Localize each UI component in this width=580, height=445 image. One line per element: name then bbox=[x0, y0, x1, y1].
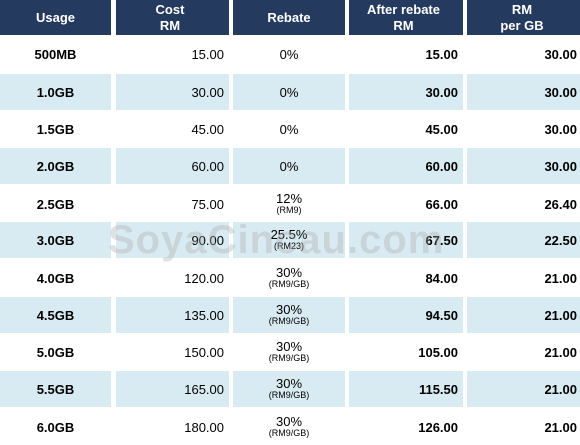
rm-per-gb-cell: 30.00 bbox=[467, 148, 580, 184]
cost-cell: 135.00 bbox=[116, 297, 229, 333]
after-rebate-cell: 84.00 bbox=[425, 270, 458, 286]
rebate-note: (RM9/GB) bbox=[268, 428, 310, 438]
table-row: 3.0GB 90.00 25.5% (RM23) 67.50 22.50 bbox=[0, 222, 580, 258]
header-after-rebate: After rebate RM bbox=[349, 0, 463, 35]
rebate-percent: 0% bbox=[279, 121, 299, 137]
rebate-percent: 30% bbox=[275, 339, 303, 354]
rm-per-gb-cell: 21.00 bbox=[544, 270, 577, 286]
cost-cell: 120.00 bbox=[184, 270, 224, 286]
rebate-cell: 12% (RM9) bbox=[233, 186, 345, 222]
rebate-cell: 30% (RM9/GB) bbox=[233, 297, 345, 333]
header-usage-label: Usage bbox=[35, 9, 76, 25]
rebate-cell: 25.5% (RM23) bbox=[233, 222, 345, 258]
cost-cell: 45.00 bbox=[191, 121, 224, 137]
table-row: 5.0GB 150.00 30% (RM9/GB) 105.00 21.00 bbox=[0, 334, 580, 370]
after-rebate-cell: 115.50 bbox=[349, 371, 463, 407]
rebate-cell: 0% bbox=[233, 74, 345, 110]
table-row: 1.0GB 30.00 0% 30.00 30.00 bbox=[0, 74, 580, 110]
table-row: 500MB 15.00 0% 15.00 30.00 bbox=[0, 36, 580, 72]
header-cost: Cost RM bbox=[116, 0, 229, 35]
rebate-percent: 25.5% bbox=[270, 227, 308, 242]
rebate-percent: 12% bbox=[275, 191, 303, 206]
cost-cell: 180.00 bbox=[184, 419, 224, 435]
after-rebate-cell: 15.00 bbox=[425, 46, 458, 62]
table-row: 4.5GB 135.00 30% (RM9/GB) 94.50 21.00 bbox=[0, 297, 580, 333]
header-rm-per-gb: RM per GB bbox=[467, 0, 580, 35]
rebate-note: (RM9/GB) bbox=[268, 279, 310, 289]
rm-per-gb-cell: 21.00 bbox=[544, 344, 577, 360]
table-row: 5.5GB 165.00 30% (RM9/GB) 115.50 21.00 bbox=[0, 371, 580, 407]
rm-per-gb-cell: 22.50 bbox=[467, 222, 580, 258]
after-rebate-cell: 105.00 bbox=[418, 344, 458, 360]
cost-cell: 75.00 bbox=[191, 196, 224, 212]
rebate-note: (RM9) bbox=[276, 205, 302, 215]
rebate-note: (RM9/GB) bbox=[268, 316, 310, 326]
rebate-note: (RM9/GB) bbox=[268, 390, 310, 400]
rebate-percent: 30% bbox=[275, 302, 303, 317]
after-rebate-cell: 60.00 bbox=[349, 148, 463, 184]
rebate-cell: 0% bbox=[233, 111, 345, 147]
rm-per-gb-cell: 26.40 bbox=[544, 196, 577, 212]
usage-cell: 2.0GB bbox=[0, 148, 111, 184]
after-rebate-cell: 30.00 bbox=[349, 74, 463, 110]
table-row: 1.5GB 45.00 0% 45.00 30.00 bbox=[0, 111, 580, 147]
usage-cell: 5.0GB bbox=[36, 344, 75, 360]
usage-cell: 1.0GB bbox=[0, 74, 111, 110]
header-after-label: After rebate bbox=[367, 1, 440, 17]
rebate-percent: 0% bbox=[279, 84, 299, 100]
header-rebate-label: Rebate bbox=[267, 9, 311, 25]
cost-cell: 15.00 bbox=[191, 46, 224, 62]
rebate-percent: 30% bbox=[275, 265, 303, 280]
cost-cell: 60.00 bbox=[116, 148, 229, 184]
cost-cell: 30.00 bbox=[116, 74, 229, 110]
rm-per-gb-cell: 30.00 bbox=[544, 46, 577, 62]
rm-per-gb-cell: 21.00 bbox=[544, 419, 577, 435]
rebate-percent: 30% bbox=[275, 414, 303, 429]
rebate-note: (RM23) bbox=[273, 241, 304, 251]
header-rebate: Rebate bbox=[233, 0, 345, 35]
usage-cell: 4.5GB bbox=[0, 297, 111, 333]
rebate-cell: 30% (RM9/GB) bbox=[233, 371, 345, 407]
rm-per-gb-cell: 21.00 bbox=[467, 297, 580, 333]
rebate-cell: 30% (RM9/GB) bbox=[233, 334, 345, 370]
usage-cell: 500MB bbox=[34, 46, 77, 62]
header-usage: Usage bbox=[0, 0, 111, 35]
rebate-note: (RM9/GB) bbox=[268, 353, 310, 363]
header-cost-unit: RM bbox=[159, 17, 181, 33]
usage-cell: 4.0GB bbox=[36, 270, 75, 286]
rebate-percent: 30% bbox=[275, 376, 303, 391]
table-row: 4.0GB 120.00 30% (RM9/GB) 84.00 21.00 bbox=[0, 260, 580, 296]
after-rebate-cell: 67.50 bbox=[349, 222, 463, 258]
after-rebate-cell: 66.00 bbox=[425, 196, 458, 212]
cost-cell: 150.00 bbox=[184, 344, 224, 360]
table-header: Usage Cost RM Rebate After rebate RM RM … bbox=[0, 0, 580, 35]
cost-cell: 165.00 bbox=[116, 371, 229, 407]
header-rmgb-label: RM bbox=[511, 1, 533, 17]
rebate-percent: 0% bbox=[279, 46, 299, 62]
rebate-cell: 30% (RM9/GB) bbox=[233, 260, 345, 296]
rebate-cell: 30% (RM9/GB) bbox=[233, 409, 345, 445]
header-rmgb-unit: per GB bbox=[500, 17, 544, 33]
usage-cell: 5.5GB bbox=[0, 371, 111, 407]
after-rebate-cell: 126.00 bbox=[418, 419, 458, 435]
header-after-unit: RM bbox=[393, 17, 414, 33]
table-row: 6.0GB 180.00 30% (RM9/GB) 126.00 21.00 bbox=[0, 409, 580, 445]
usage-cell: 1.5GB bbox=[36, 121, 75, 137]
after-rebate-cell: 94.50 bbox=[349, 297, 463, 333]
rebate-cell: 0% bbox=[233, 36, 345, 72]
usage-cell: 2.5GB bbox=[36, 196, 75, 212]
rebate-cell: 0% bbox=[233, 148, 345, 184]
rebate-percent: 0% bbox=[279, 158, 299, 174]
table-row: 2.5GB 75.00 12% (RM9) 66.00 26.40 bbox=[0, 186, 580, 222]
header-cost-label: Cost bbox=[155, 1, 185, 17]
after-rebate-cell: 45.00 bbox=[425, 121, 458, 137]
rm-per-gb-cell: 30.00 bbox=[544, 121, 577, 137]
usage-cell: 6.0GB bbox=[36, 419, 75, 435]
usage-cell: 3.0GB bbox=[0, 222, 111, 258]
table-row: 2.0GB 60.00 0% 60.00 30.00 bbox=[0, 148, 580, 184]
cost-cell: 90.00 bbox=[116, 222, 229, 258]
rm-per-gb-cell: 30.00 bbox=[467, 74, 580, 110]
rm-per-gb-cell: 21.00 bbox=[467, 371, 580, 407]
